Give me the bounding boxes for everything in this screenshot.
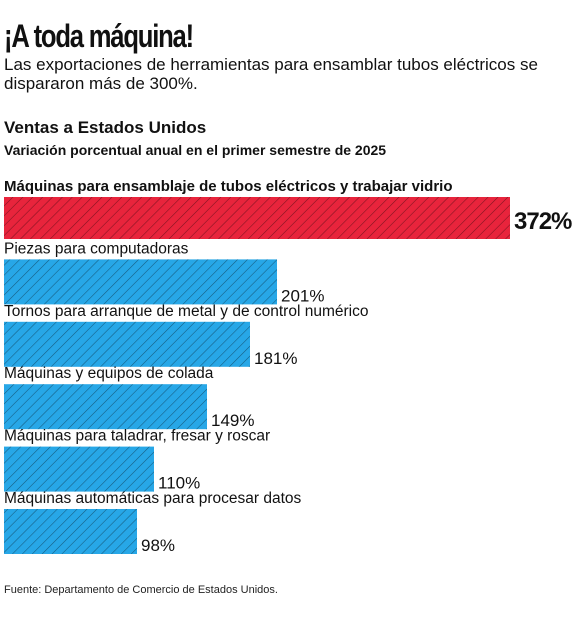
bar-value-label: 372% <box>514 208 572 235</box>
chart-title: Ventas a Estados Unidos <box>4 118 207 137</box>
page-title: ¡A toda máquina! <box>4 18 194 54</box>
bar-category-label: Máquinas y equipos de colada <box>4 365 214 382</box>
bar-category-label: Máquinas automáticas para procesar datos <box>4 490 301 507</box>
bar-value-label: 149% <box>211 411 254 430</box>
bar-value-label: 98% <box>141 536 175 555</box>
bar-category-label: Tornos para arranque de metal y de contr… <box>4 303 368 320</box>
bar-hatch <box>4 446 154 492</box>
bar-value-label: 110% <box>158 474 200 493</box>
bar-hatch <box>4 509 137 554</box>
chart-subtitle: Variación porcentual anual en el primer … <box>4 142 387 158</box>
bar-hatch <box>4 197 510 239</box>
bar-chart: Máquinas para ensamblaje de tubos eléctr… <box>4 178 573 555</box>
page-subtitle: Las exportaciones de herramientas para e… <box>4 55 538 93</box>
bar-hatch <box>4 259 277 305</box>
bar-category-label: Máquinas para ensamblaje de tubos eléctr… <box>4 178 453 195</box>
bar-category-label: Piezas para computadoras <box>4 240 189 257</box>
bar-value-label: 181% <box>254 349 297 368</box>
bar-category-label: Máquinas para taladrar, fresar y roscar <box>4 428 270 445</box>
bar-hatch <box>4 384 207 430</box>
bar-value-label: 201% <box>281 286 324 305</box>
source-note: Fuente: Departamento de Comercio de Esta… <box>4 584 278 596</box>
bar-hatch <box>4 321 250 367</box>
